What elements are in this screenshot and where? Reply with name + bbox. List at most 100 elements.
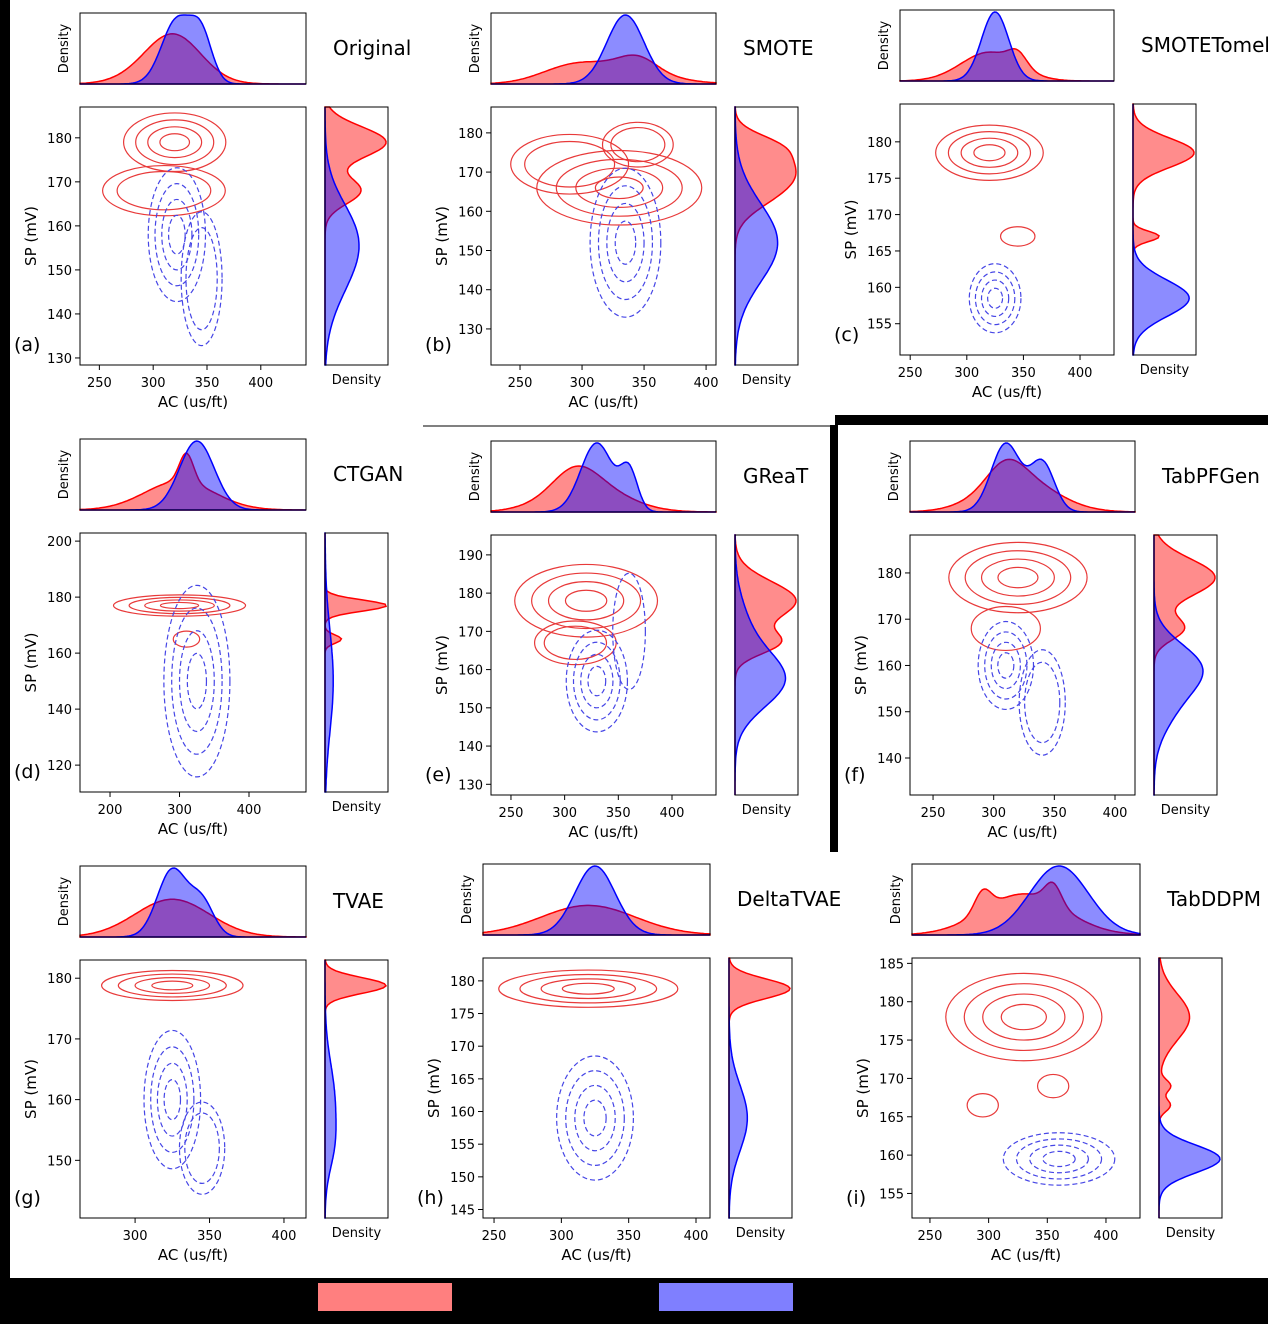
marginal-x [482, 904, 711, 936]
y-tick-label: 180 [47, 972, 72, 987]
x-tick-label: 300 [570, 376, 595, 391]
contours [100, 969, 244, 1195]
panel-title: CTGAN [333, 462, 403, 486]
contour [587, 665, 607, 697]
y-axis-label: SP (mV) [433, 635, 451, 695]
x-axis-label: AC (us/ft) [568, 393, 638, 411]
y-axis-label: SP (mV) [22, 1059, 40, 1119]
x-tick-label: 350 [197, 1229, 222, 1244]
contour [555, 158, 683, 217]
contour [147, 167, 207, 303]
contour [583, 1099, 607, 1137]
contour [997, 652, 1015, 679]
contour [156, 1062, 188, 1137]
x-tick-label: 350 [632, 376, 657, 391]
contour [163, 584, 231, 778]
contour [966, 1092, 999, 1118]
contour [178, 1101, 226, 1195]
contour [531, 572, 642, 630]
y-tick-label: 160 [879, 1149, 904, 1164]
contour [987, 287, 1004, 309]
marginal-x-label: Density [57, 876, 72, 926]
contour [614, 220, 637, 265]
x-tick-label: 300 [954, 366, 979, 381]
y-axis-label: SP (mV) [22, 206, 40, 266]
y-tick-label: 185 [879, 957, 904, 972]
x-tick-label: 400 [272, 1229, 297, 1244]
marginal-y-label: Density [1140, 363, 1190, 378]
marginal-y-label: Density [332, 373, 382, 388]
contour [963, 983, 1084, 1052]
panel: 250 300 350 400 130 140 150 160 170 180 190 AC (us/… [425, 440, 809, 841]
contour [161, 198, 193, 271]
marginal-y-label: Density [332, 800, 382, 815]
contour [606, 202, 645, 283]
panel-label: (f) [844, 764, 866, 786]
plot-frame [899, 103, 1115, 356]
marginal-y [734, 534, 787, 795]
panel-title: TabPFGen [1161, 464, 1260, 488]
y-tick-label: 160 [458, 664, 483, 679]
plot-frame [79, 106, 307, 366]
marginal-x [909, 458, 1136, 513]
contour [982, 993, 1066, 1041]
panel-label: (b) [425, 334, 452, 356]
marginal-x-frame [79, 12, 307, 85]
x-tick-label: 400 [1068, 366, 1093, 381]
contour [159, 601, 200, 610]
contour [973, 144, 1006, 162]
panel-title: DeltaTVAE [737, 887, 841, 911]
contour [999, 226, 1036, 247]
y-tick-label: 150 [450, 1171, 475, 1186]
x-tick-label: 400 [1103, 806, 1128, 821]
contours [101, 112, 227, 347]
contours [945, 972, 1116, 1186]
marginal-y-label: Density [1166, 1226, 1216, 1241]
x-tick-label: 350 [1035, 1229, 1060, 1244]
y-tick-label: 165 [450, 1073, 475, 1088]
marginal-y-label: Density [736, 1226, 786, 1241]
plot-frame [911, 957, 1141, 1219]
y-tick-label: 180 [877, 567, 902, 582]
panel: 250 300 350 400 145 150 155 160 165 170 175 180 AC (… [417, 863, 841, 1264]
y-tick-label: 200 [47, 535, 72, 550]
y-tick-label: 180 [879, 996, 904, 1011]
x-axis-label: AC (us/ft) [158, 820, 228, 838]
contour [543, 625, 608, 661]
marginal-x-label: Density [877, 20, 892, 70]
x-tick-label: 400 [660, 806, 685, 821]
x-tick-label: 300 [549, 1229, 574, 1244]
contour [519, 973, 658, 1004]
panel: 300 350 400 150 160 170 180 AC (us/ft) SP (mV) (g… [14, 865, 389, 1264]
y-tick-label: 140 [458, 740, 483, 755]
y-axis-label: SP (mV) [425, 1058, 443, 1118]
x-tick-label: 300 [552, 806, 577, 821]
y-tick-label: 190 [458, 549, 483, 564]
panel-title: GReaT [743, 464, 809, 488]
contour [556, 1055, 634, 1181]
contour [984, 631, 1028, 700]
y-tick-label: 180 [867, 136, 892, 151]
y-tick-label: 155 [879, 1187, 904, 1202]
contour [575, 167, 664, 208]
marginal-x-label: Density [460, 874, 475, 924]
y-tick-label: 150 [458, 245, 483, 260]
panel-title: SMOTE [743, 36, 814, 60]
contour [536, 149, 703, 226]
x-tick-label: 400 [694, 376, 719, 391]
y-tick-label: 130 [458, 323, 483, 338]
left-border [0, 0, 10, 1280]
y-axis-label: SP (mV) [433, 206, 451, 266]
contour [977, 620, 1035, 711]
y-tick-label: 165 [867, 245, 892, 260]
panel-title: Original [333, 36, 411, 60]
x-axis-label: AC (us/ft) [987, 823, 1057, 841]
marginal-x-label: Density [57, 23, 72, 73]
contour [172, 630, 201, 648]
x-axis-label: AC (us/ft) [991, 1246, 1061, 1264]
x-tick-label: 250 [921, 806, 946, 821]
x-tick-label: 400 [248, 376, 273, 391]
panel-title: SMOTETomek [1141, 33, 1268, 57]
x-tick-label: 250 [508, 376, 533, 391]
x-tick-label: 350 [606, 806, 631, 821]
